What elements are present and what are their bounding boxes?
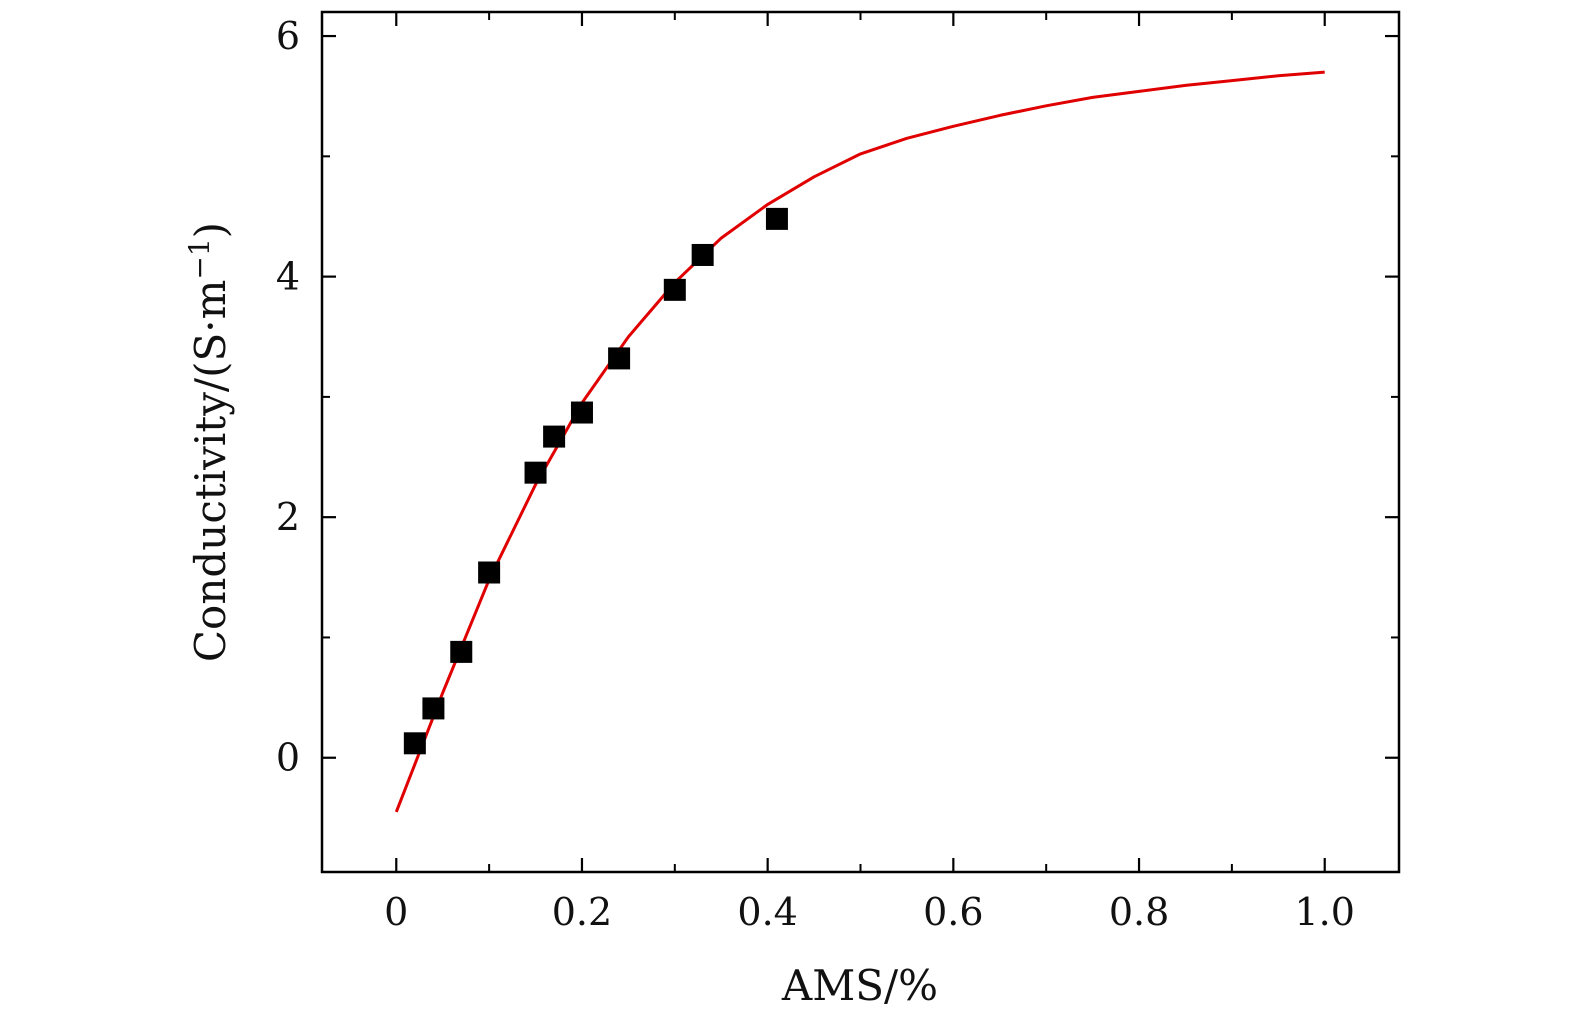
- y-tick-label: 0: [276, 736, 300, 780]
- y-axis-title-close: ): [186, 222, 235, 238]
- x-tick-label: 0.8: [1109, 890, 1169, 934]
- data-point: [478, 561, 501, 584]
- data-point: [524, 461, 547, 484]
- data-point: [691, 243, 714, 266]
- data-point: [663, 278, 686, 301]
- data-point: [765, 207, 788, 230]
- fit-curve-layer: [394, 70, 1325, 813]
- fit-curve: [394, 70, 1325, 813]
- data-point: [543, 425, 566, 448]
- y-axis-title-main: Conductivity/(S·m: [186, 280, 235, 663]
- x-tick-label: 0.2: [552, 890, 612, 934]
- x-tick-label: 0.6: [923, 890, 983, 934]
- plot-frame: [320, 10, 1401, 874]
- x-tick-label: 1.0: [1295, 890, 1355, 934]
- data-point: [422, 697, 445, 720]
- y-axis-title-superscript: −1: [183, 238, 216, 279]
- data-point: [608, 347, 631, 370]
- tick-labels: 0 0.2 0.4 0.6 0.8 1.0 0 2 4 6: [276, 14, 1355, 934]
- data-point: [570, 401, 593, 424]
- data-points-layer: [403, 207, 788, 755]
- y-tick-label: 2: [276, 495, 300, 539]
- x-tick-label: 0.4: [737, 890, 797, 934]
- x-axis-title: AMS/%: [781, 961, 938, 1010]
- x-tick-label: 0: [384, 890, 408, 934]
- data-point: [450, 640, 473, 663]
- data-point: [403, 732, 426, 755]
- y-tick-label: 4: [276, 255, 300, 299]
- y-axis-title: Conductivity/(S·m−1): [183, 222, 235, 662]
- y-tick-label: 6: [276, 14, 300, 58]
- axis-ticks: [322, 12, 1399, 872]
